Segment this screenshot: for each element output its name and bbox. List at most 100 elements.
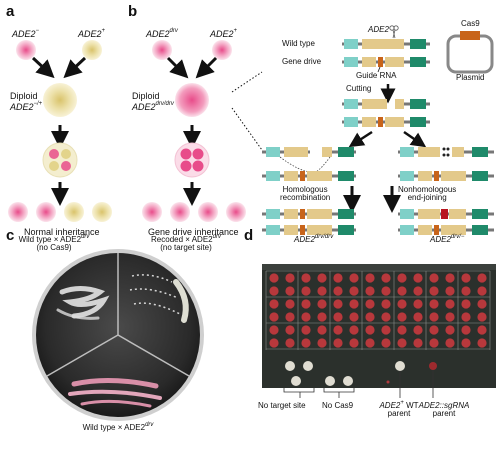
red-colony — [365, 325, 375, 335]
red-colony — [317, 312, 327, 322]
red-colony — [349, 312, 359, 322]
red-colony — [269, 273, 279, 283]
red-colony — [413, 338, 423, 348]
scissors-icon — [389, 25, 399, 39]
diploid-cell-b — [175, 83, 209, 117]
label-wild-type: Wild type — [282, 39, 315, 48]
colony-no-cas9-2 — [343, 376, 353, 386]
red-colony — [285, 286, 295, 296]
label-homologous-recombination: Homologous recombination — [280, 185, 331, 203]
red-colony — [285, 312, 295, 322]
tetrad-b — [174, 142, 210, 178]
red-colony — [461, 325, 471, 335]
red-colony — [461, 273, 471, 283]
colony-no-target-3 — [291, 376, 301, 386]
red-colony — [397, 273, 407, 283]
label-ade2-plus-b: ADE2+ — [210, 28, 238, 39]
label-ade2-gene: ADE2 — [368, 25, 389, 34]
label-gene-drive: Gene drive — [282, 57, 322, 66]
label-sgrna-parent: ADE2::sgRNA parent — [418, 401, 470, 419]
spore-a1 — [8, 202, 28, 222]
spore-a3 — [64, 202, 84, 222]
red-colony — [365, 273, 375, 283]
spore-b4 — [226, 202, 246, 222]
red-colony — [429, 299, 439, 309]
red-colony — [317, 273, 327, 283]
red-colony — [461, 338, 471, 348]
cell-ade2-minus — [16, 40, 36, 60]
red-colony — [397, 312, 407, 322]
diploid-cell-a — [43, 83, 77, 117]
red-colony — [413, 273, 423, 283]
red-colony — [381, 312, 391, 322]
panel-a-graphics — [8, 40, 112, 222]
red-colony — [413, 325, 423, 335]
red-colony — [349, 325, 359, 335]
red-colony — [445, 325, 455, 335]
red-colony — [285, 299, 295, 309]
red-colony — [333, 338, 343, 348]
red-colony — [445, 299, 455, 309]
red-colony — [381, 273, 391, 283]
spore-a2 — [36, 202, 56, 222]
red-colony — [333, 273, 343, 283]
red-colony — [365, 338, 375, 348]
red-colony — [477, 338, 487, 348]
red-colony — [397, 325, 407, 335]
red-colony — [333, 325, 343, 335]
panel-d-letter: d — [244, 227, 254, 244]
label-diploid-b-genotype: ADE2drv/drv — [132, 101, 174, 112]
red-colony — [349, 299, 359, 309]
red-colony — [317, 299, 327, 309]
red-colony — [301, 312, 311, 322]
plasmid-icon — [446, 34, 494, 74]
red-colony — [477, 325, 487, 335]
red-colony — [349, 286, 359, 296]
red-colony — [333, 299, 343, 309]
red-colony — [461, 299, 471, 309]
colony-no-target-1 — [285, 361, 295, 371]
label-diploid-b: Diploid — [132, 91, 160, 101]
red-colony — [413, 286, 423, 296]
label-guide-rna: Guide RNA — [356, 71, 397, 80]
spore-b1 — [142, 202, 162, 222]
label-c-top-left: Wild type × ADE2drv (no Cas9) — [18, 234, 90, 253]
red-colony — [381, 338, 391, 348]
red-colony — [269, 286, 279, 296]
red-colony — [285, 273, 295, 283]
red-colony — [301, 325, 311, 335]
red-colony — [333, 286, 343, 296]
red-colony — [445, 286, 455, 296]
spore-a4 — [92, 202, 112, 222]
colony-sgrna-parent — [429, 362, 437, 370]
label-ade2-drv: ADE2drv — [146, 28, 178, 39]
red-colony — [445, 338, 455, 348]
label-diploid-a-genotype: ADE2−/+ — [10, 101, 43, 112]
label-result-drv-drv: ADE2drv/drv — [294, 234, 334, 244]
cell-ade2-plus — [82, 40, 102, 60]
panel-b-graphics — [142, 40, 246, 222]
red-colony — [301, 338, 311, 348]
red-colony — [429, 325, 439, 335]
panel-d-plate — [262, 264, 496, 398]
panel-b-letter: b — [128, 3, 138, 20]
label-c-top-right: Recoded × ADE2drv (no target site) — [151, 234, 221, 253]
red-colony — [317, 286, 327, 296]
red-colony — [301, 286, 311, 296]
spore-b2 — [170, 202, 190, 222]
label-ade2-plus: ADE2+ — [78, 28, 106, 39]
red-colony — [477, 286, 487, 296]
red-colony — [301, 273, 311, 283]
red-colony — [429, 338, 439, 348]
label-diploid-a: Diploid — [10, 91, 38, 101]
red-colony — [429, 286, 439, 296]
mechanism-graphics — [262, 25, 494, 235]
red-colony — [477, 299, 487, 309]
red-colony — [365, 286, 375, 296]
red-colony — [461, 286, 471, 296]
red-colony — [333, 312, 343, 322]
label-no-target-site: No target site — [258, 401, 306, 410]
label-c-bottom: Wild type × ADE2drv — [82, 422, 154, 432]
red-colony — [269, 325, 279, 335]
